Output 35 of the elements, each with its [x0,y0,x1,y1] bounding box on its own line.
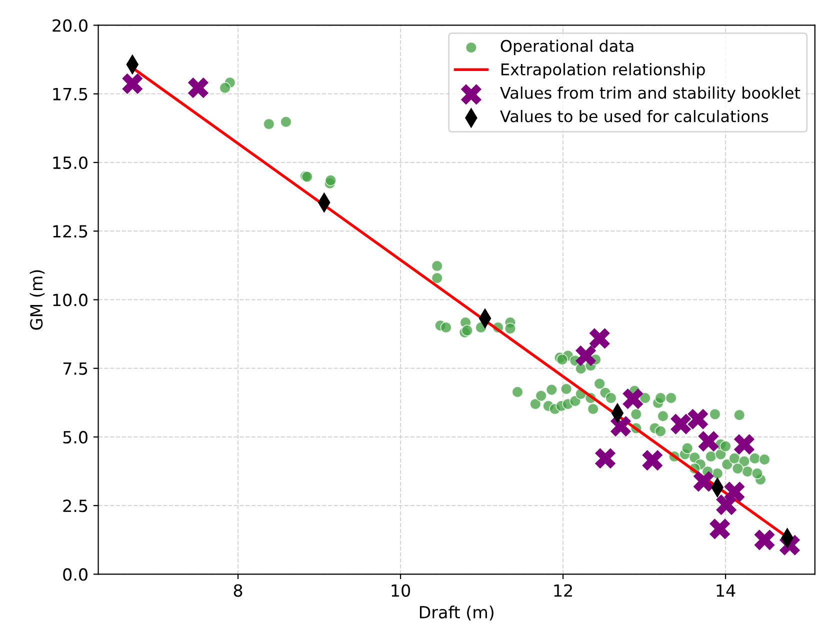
point [688,408,708,430]
y-tick-label: 5.0 [63,430,88,444]
y-tick-label: 20.0 [52,19,88,32]
point [710,518,730,540]
point [754,530,775,550]
x-tick-label: 8 [234,584,242,597]
point [122,73,143,94]
point [716,494,737,516]
x-axis-title: Draft (m) [420,606,494,620]
legend-label: Extrapolation relationship [502,63,705,79]
legend-label: Operational data [500,40,634,56]
point [610,416,632,437]
x-tick-label: 10 [392,584,410,597]
y-tick-label: 12.5 [53,225,88,238]
point [622,388,644,410]
legend-label: Values from trim and stability booklet [500,86,800,102]
y-tick-label: 7.5 [63,362,88,375]
point [589,328,610,349]
x-tick-label: 14 [716,584,736,597]
y-tick-label: 17.5 [53,88,88,100]
point [670,414,692,434]
x-tick-label: 12 [554,584,572,597]
y-tick-label: 15.0 [53,156,88,170]
y-tick-label: 10.0 [53,294,88,306]
point [642,450,663,471]
y-tick-label: 0.0 [63,568,88,581]
y-tick-label: 2.5 [63,500,88,512]
point [734,434,755,455]
point [698,431,719,452]
point [693,471,714,492]
y-axis-title: GM (m) [30,270,45,330]
point [188,78,209,98]
point [594,448,616,469]
legend-label: Values to be used for calculations [500,110,768,122]
point [575,345,596,366]
